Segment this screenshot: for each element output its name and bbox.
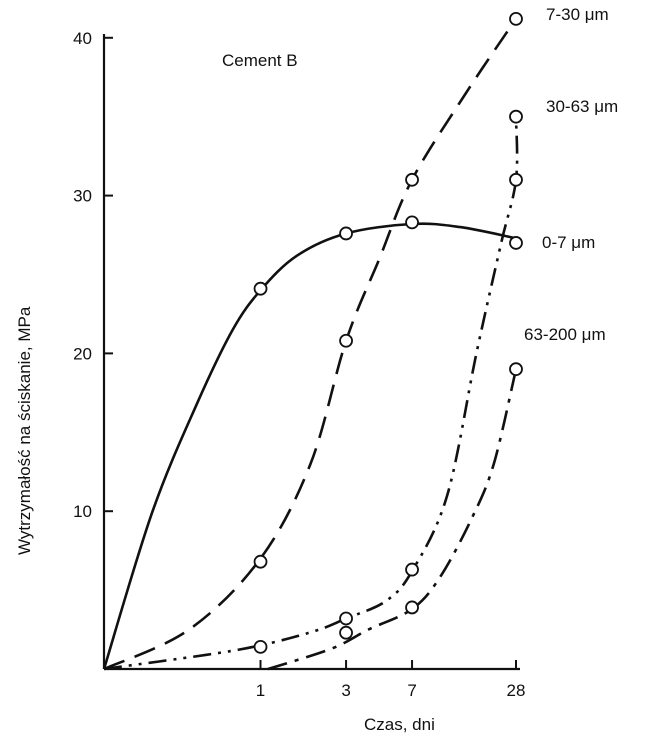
series-2-point-2 — [339, 625, 353, 640]
series-label-1: 7-30 μm — [546, 5, 609, 24]
series-1-point-1 — [339, 333, 353, 348]
y-tick-label-0: 10 — [73, 502, 92, 521]
x-tick-label-2: 7 — [407, 681, 416, 700]
series-line-1 — [103, 18, 518, 671]
series-2-point-5 — [509, 109, 523, 124]
series-3-point-0 — [405, 600, 419, 615]
chart-title: Cement B — [222, 51, 298, 70]
x-tick-label-0: 1 — [256, 681, 265, 700]
series-line-0 — [102, 222, 517, 670]
y-tick-label-1: 20 — [73, 344, 92, 363]
y-axis-title: Wytrzymałość na ściskanie, MPa — [15, 306, 34, 555]
series-0-point-3 — [509, 236, 523, 250]
series-0-point-1 — [339, 226, 353, 241]
series-label-2: 30-63 μm — [546, 97, 618, 116]
series-1-point-0 — [253, 554, 268, 569]
series-2-point-0 — [253, 640, 268, 654]
y-tick-label-3: 40 — [73, 29, 92, 48]
series-label-0: 0-7 μm — [542, 233, 595, 252]
x-tick-label-3: 28 — [507, 681, 526, 700]
series-1-point-3 — [509, 11, 523, 26]
series-2-point-1 — [339, 611, 353, 626]
series-2-point-3 — [405, 562, 419, 577]
y-tick-label-2: 30 — [73, 187, 92, 206]
x-tick-label-1: 3 — [341, 681, 350, 700]
x-axis-title: Czas, dni — [364, 715, 435, 734]
series-0-point-0 — [253, 281, 268, 296]
curves — [102, 18, 519, 671]
series-labels: 0-7 μm 7-30 μm 30-63 μm 63-200 μm — [524, 5, 618, 344]
axes — [102, 34, 520, 671]
series-2-point-4 — [509, 172, 523, 187]
series-label-3: 63-200 μm — [524, 325, 606, 344]
series-3-point-1 — [509, 362, 523, 377]
series-0-point-2 — [405, 215, 419, 230]
ticks: 10 20 30 40 1 3 7 28 — [73, 29, 525, 700]
series-line-2 — [103, 116, 519, 671]
series-1-point-2 — [405, 172, 419, 187]
series-line-3 — [267, 368, 518, 671]
markers — [253, 11, 523, 654]
